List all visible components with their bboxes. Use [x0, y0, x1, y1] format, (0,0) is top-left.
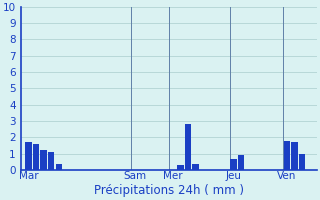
- X-axis label: Précipitations 24h ( mm ): Précipitations 24h ( mm ): [94, 184, 244, 197]
- Bar: [56, 164, 62, 170]
- Bar: [291, 142, 298, 170]
- Bar: [177, 165, 184, 170]
- Bar: [33, 144, 39, 170]
- Bar: [299, 154, 305, 170]
- Bar: [48, 152, 54, 170]
- Bar: [25, 142, 32, 170]
- Bar: [238, 155, 244, 170]
- Bar: [185, 124, 191, 170]
- Bar: [284, 141, 290, 170]
- Bar: [192, 164, 199, 170]
- Bar: [230, 159, 237, 170]
- Bar: [40, 150, 47, 170]
